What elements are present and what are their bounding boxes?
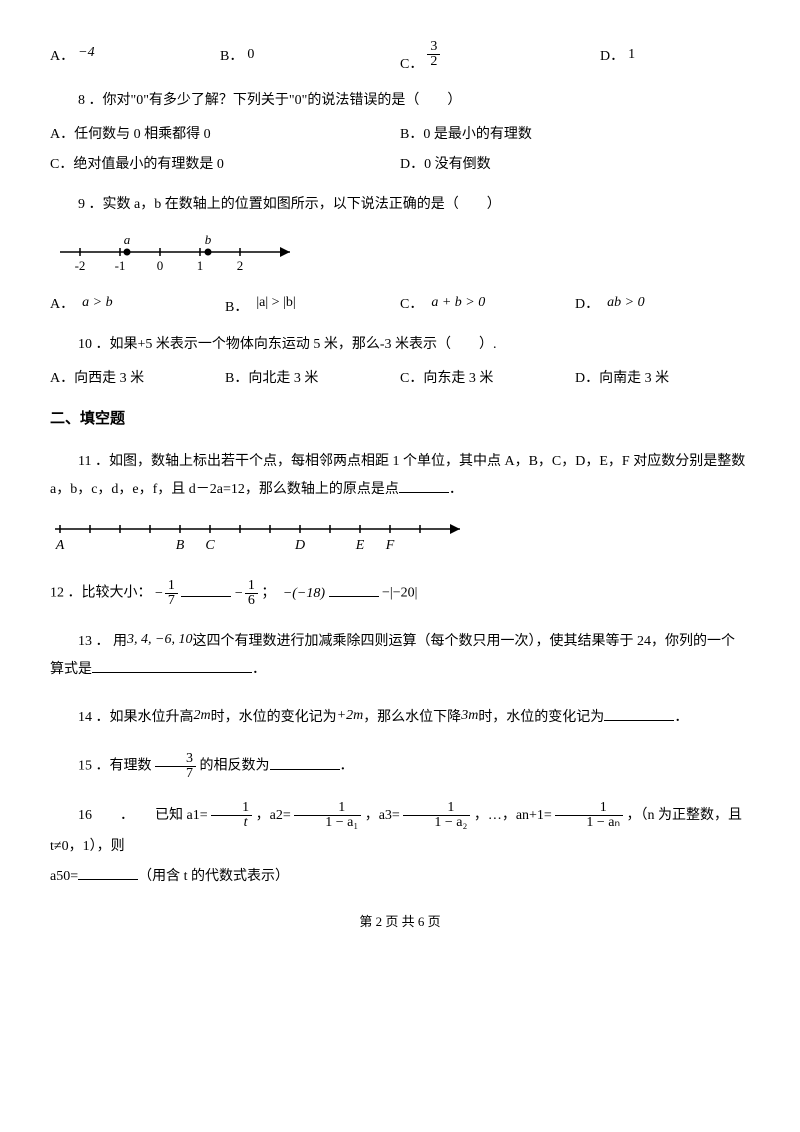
- value: 1: [628, 47, 635, 63]
- q11-blank: [399, 478, 449, 493]
- q11-line1: 11 ．如图，数轴上标出若干个点，每相邻两点相距 1 个单位，其中点 A，B，C…: [50, 448, 750, 476]
- label: D．: [600, 45, 624, 65]
- q9-opt-a: A． a > b: [50, 293, 225, 313]
- svg-text:-1: -1: [115, 258, 126, 273]
- q15-body: 15 ．有理数 37 的相反数为．: [50, 752, 750, 781]
- svg-text:a: a: [124, 232, 131, 247]
- q8-row1: A．任何数与 0 相乘都得 0 B．0 是最小的有理数: [50, 123, 750, 143]
- label: B．: [220, 45, 243, 65]
- svg-text:D: D: [294, 538, 305, 553]
- section2-title: 二、填空题: [50, 407, 750, 428]
- svg-text:2: 2: [237, 258, 244, 273]
- q9-number-line: -2 -1 0 1 2 a b: [50, 227, 310, 277]
- q9-opt-b: B． |a| > |b|: [225, 293, 400, 313]
- svg-text:F: F: [385, 538, 395, 553]
- q16-blank: [78, 865, 138, 880]
- q13-blank: [92, 658, 252, 673]
- svg-text:A: A: [55, 538, 65, 553]
- q12-blank2: [329, 582, 379, 597]
- q7-opt-d: D． 1: [600, 45, 635, 65]
- q12-frac2: − 16: [235, 579, 258, 608]
- q12-pre: 12 ．比较大小：: [50, 586, 152, 601]
- label: C．: [400, 53, 423, 73]
- q11-number-line: A B C D E F: [50, 514, 470, 559]
- q14-blank: [604, 706, 674, 721]
- label: A．: [50, 45, 74, 65]
- svg-text:B: B: [176, 538, 185, 553]
- q9-opt-d: D． ab > 0: [575, 293, 750, 313]
- page-container: A． −4 B． 0 C． 3 2 D． 1 8 ．你对"0"有多少了解？下列关…: [0, 0, 800, 960]
- q11-line2: a，b，c，d，e，f，且 d－2a=12，那么数轴上的原点是点: [50, 482, 399, 497]
- q12-frac1: − 17: [155, 579, 178, 608]
- q10-options: A．向西走 3 米 B．向北走 3 米 C．向东走 3 米 D．向南走 3 米: [50, 367, 750, 387]
- q9-stem: 9 ．实数 a，b 在数轴上的位置如图所示，以下说法正确的是（ ）: [50, 193, 750, 213]
- svg-text:E: E: [355, 538, 365, 553]
- svg-text:b: b: [205, 232, 212, 247]
- svg-text:0: 0: [157, 258, 164, 273]
- svg-text:C: C: [205, 538, 215, 553]
- q10-opt-d: D．向南走 3 米: [575, 367, 750, 387]
- q10-opt-c: C．向东走 3 米: [400, 367, 575, 387]
- q10-stem: 10 ．如果+5 米表示一个物体向东运动 5 米，那么-3 米表示（ ）.: [50, 333, 750, 353]
- q8-opt-d: D．0 没有倒数: [400, 153, 750, 173]
- page-footer: 第 2 页 共 6 页: [50, 911, 750, 930]
- q15-blank: [270, 755, 340, 770]
- q9-opt-c: C． a + b > 0: [400, 293, 575, 313]
- fraction: 3 2: [427, 40, 440, 69]
- q11-line2-wrap: a，b，c，d，e，f，且 d－2a=12，那么数轴上的原点是点．: [50, 476, 750, 504]
- q10-opt-a: A．向西走 3 米: [50, 367, 225, 387]
- q14-body: 14 ．如果水位升高2m时，水位的变化记为+2m，那么水位下降3m时，水位的变化…: [50, 704, 750, 732]
- q12-body: 12 ．比较大小： − 17 − 16 ； −(−18) −|−20|: [50, 579, 750, 608]
- q8-stem: 8 ．你对"0"有多少了解？下列关于"0"的说法错误的是（ ）: [50, 89, 750, 109]
- q13-body: 13 ． 用3, 4, −6, 10这四个有理数进行加减乘除四则运算（每个数只用…: [50, 628, 750, 684]
- q11-body: 11 ．如图，数轴上标出若干个点，每相邻两点相距 1 个单位，其中点 A，B，C…: [50, 448, 750, 504]
- q7-opt-b: B． 0: [220, 45, 400, 65]
- q7-opt-c: C． 3 2: [400, 40, 600, 69]
- q12-blank1: [181, 582, 231, 597]
- q10-opt-b: B．向北走 3 米: [225, 367, 400, 387]
- value: 0: [247, 47, 254, 63]
- q8-opt-c: C．绝对值最小的有理数是 0: [50, 153, 400, 173]
- q8-opt-b: B．0 是最小的有理数: [400, 123, 750, 143]
- q8-opt-a: A．任何数与 0 相乘都得 0: [50, 123, 400, 143]
- value: −4: [78, 45, 94, 61]
- q16-body: 16 ． 已知 a1= 1t ，a2= 11 − a₁ ，a3= 11 − a₂…: [50, 801, 750, 891]
- q9-options: A． a > b B． |a| > |b| C． a + b > 0 D． ab…: [50, 293, 750, 313]
- svg-text:-2: -2: [75, 258, 86, 273]
- q7-opt-a: A． −4: [50, 45, 220, 65]
- q8-row2: C．绝对值最小的有理数是 0 D．0 没有倒数: [50, 153, 750, 173]
- q7-options: A． −4 B． 0 C． 3 2 D． 1: [50, 40, 750, 69]
- svg-text:1: 1: [197, 258, 204, 273]
